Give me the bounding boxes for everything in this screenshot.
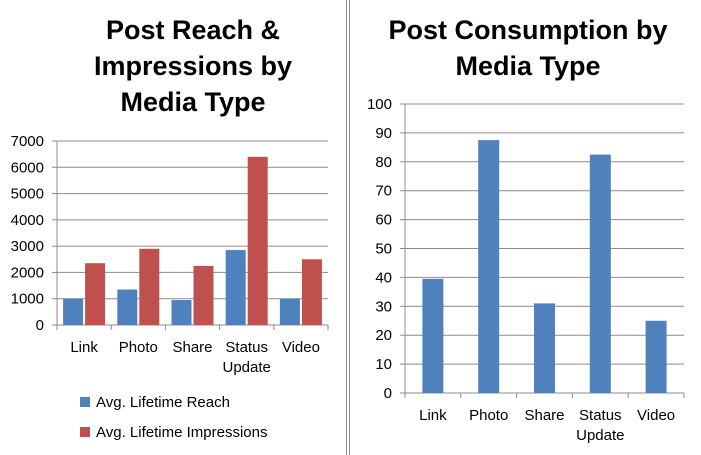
- right-bar-s1: [422, 278, 444, 393]
- left-bar-s2: [85, 263, 106, 325]
- right-y-tick-label: 30: [375, 298, 392, 315]
- left-y-tick-label: 2000: [11, 264, 44, 281]
- right-y-tick-label: 40: [375, 269, 392, 286]
- right-y-tick-label: 10: [375, 356, 392, 373]
- right-title-line-2: Media Type: [455, 51, 601, 81]
- right-bar-s1: [478, 140, 500, 393]
- left-bar-s1: [225, 250, 246, 325]
- legend-swatch-reach: [80, 397, 90, 408]
- right-bar-s1: [589, 154, 611, 393]
- left-chart-title: Post Reach & Impressions by Media Type: [40, 12, 346, 120]
- left-title-line-3: Media Type: [120, 87, 266, 117]
- legend-label-impressions: Avg. Lifetime Impressions: [96, 424, 268, 441]
- left-y-tick-label: 3000: [11, 238, 44, 255]
- left-bar-s1: [63, 298, 84, 325]
- left-bar-s2: [193, 265, 214, 325]
- legend-label-reach: Avg. Lifetime Reach: [96, 394, 230, 411]
- left-x-tick-label: Share: [172, 339, 212, 356]
- left-title-line-2: Impressions by: [93, 51, 293, 81]
- left-y-tick-label: 1000: [11, 291, 44, 308]
- right-y-tick-label: 70: [375, 183, 392, 200]
- left-bar-s2: [301, 259, 322, 325]
- left-title-line-1: Post Reach &: [105, 15, 281, 45]
- right-x-tick-label: Video: [637, 407, 675, 424]
- left-y-tick-label: 0: [36, 317, 44, 334]
- panel-divider: [346, 0, 350, 455]
- right-y-tick-label: 50: [375, 241, 392, 258]
- right-y-tick-label: 60: [375, 212, 392, 229]
- right-y-tick-label: 0: [384, 385, 392, 402]
- right-x-tick-label: Share: [524, 407, 564, 424]
- left-x-tick-label: Update: [223, 359, 271, 376]
- left-x-tick-label: Video: [282, 339, 320, 356]
- right-bar-s1: [645, 320, 667, 393]
- right-y-tick-label: 100: [367, 96, 392, 113]
- left-y-tick-label: 7000: [11, 133, 44, 150]
- right-title-line-1: Post Consumption by: [388, 15, 668, 45]
- right-x-tick-label: Status: [579, 407, 622, 424]
- left-bar-s1: [117, 289, 138, 325]
- right-x-tick-label: Update: [576, 427, 624, 444]
- left-x-tick-label: Photo: [119, 339, 158, 356]
- left-y-tick-label: 4000: [11, 212, 44, 229]
- left-bar-s2: [247, 156, 268, 325]
- right-bar-s1: [534, 303, 555, 393]
- left-bar-s1: [279, 298, 300, 325]
- left-x-tick-label: Link: [70, 339, 98, 356]
- right-x-tick-label: Photo: [469, 407, 508, 424]
- right-x-tick-label: Link: [419, 407, 447, 424]
- legend-swatch-impressions: [80, 427, 90, 438]
- left-y-tick-label: 6000: [11, 159, 44, 176]
- legend-item-reach: Avg. Lifetime Reach: [80, 393, 230, 413]
- left-bar-s2: [139, 248, 160, 325]
- right-y-tick-label: 90: [375, 125, 392, 142]
- left-y-tick-label: 5000: [11, 186, 44, 203]
- legend-item-impressions: Avg. Lifetime Impressions: [80, 423, 267, 443]
- left-x-tick-label: Status: [225, 339, 268, 356]
- right-y-tick-label: 20: [375, 327, 392, 344]
- right-chart-title: Post Consumption by Media Type: [360, 12, 696, 84]
- left-bar-s1: [171, 300, 192, 325]
- right-y-tick-label: 80: [375, 154, 392, 171]
